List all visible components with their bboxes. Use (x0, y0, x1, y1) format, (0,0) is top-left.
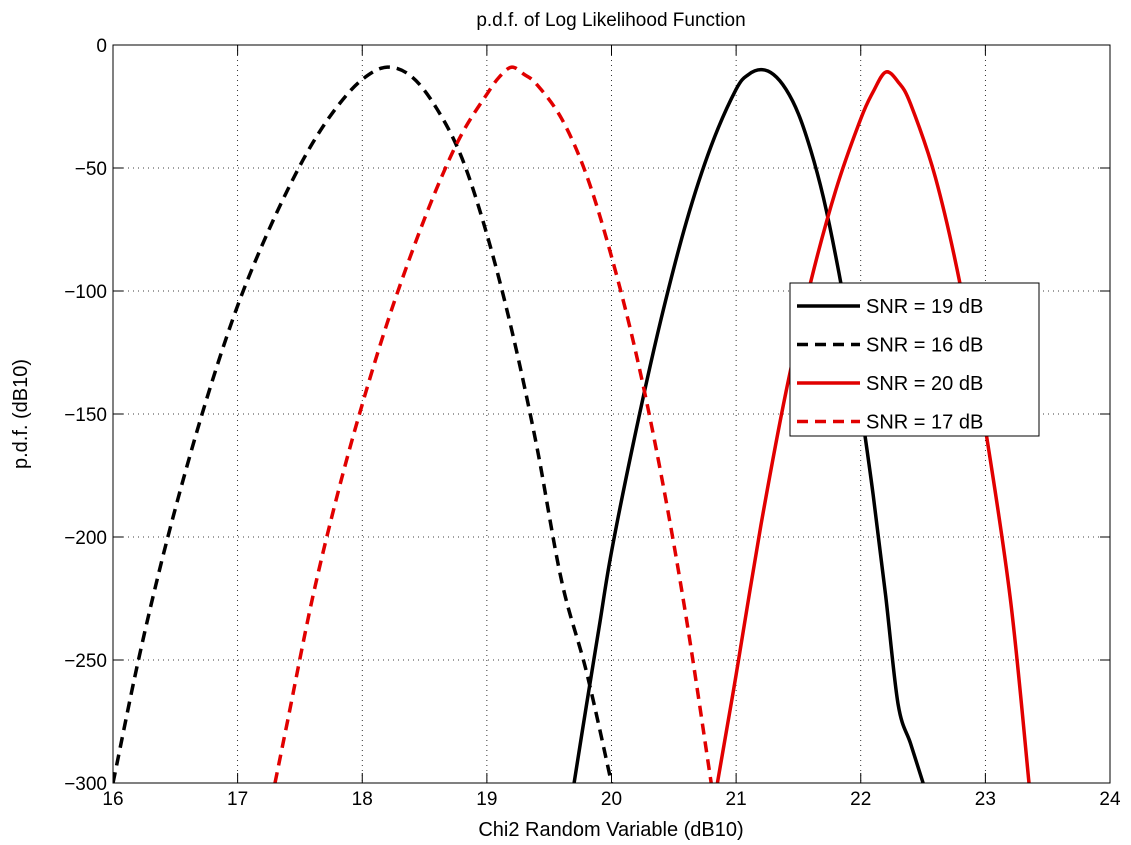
x-tick-label: 20 (601, 789, 622, 810)
chart-title: p.d.f. of Log Likelihood Function (476, 10, 745, 31)
y-tick-label: −100 (64, 282, 107, 303)
legend: SNR = 19 dB SNR = 16 dB SNR = 20 dB SNR = 1… (789, 282, 1040, 437)
y-tick-label: 0 (96, 36, 107, 57)
legend-box (789, 282, 1040, 437)
x-tick-label: 24 (1099, 789, 1121, 810)
y-axis-label: p.d.f. (dB10) (10, 359, 32, 469)
tick-labels-layer: 16 17 18 19 20 21 22 23 24 0 −50 −100 −150 −200 −250 −3… (64, 36, 1121, 810)
ticks-layer (112, 44, 1111, 784)
x-axis-label: Chi2 Random Variable (dB10) (478, 819, 743, 840)
y-tick-label: −300 (64, 774, 107, 795)
y-tick-label: −50 (75, 159, 107, 180)
legend-label-4: SNR = 17 dB (866, 412, 983, 434)
legend-label-3: SNR = 20 dB (866, 373, 983, 395)
series-line-2 (113, 65, 614, 783)
series-line-1 (572, 67, 925, 783)
x-tick-label: 17 (227, 789, 248, 810)
series-line-4 (273, 65, 713, 783)
x-tick-label: 16 (102, 789, 123, 810)
x-tick-label: 18 (352, 789, 373, 810)
x-tick-label: 22 (850, 789, 871, 810)
x-tick-label: 23 (975, 789, 996, 810)
y-tick-label: −150 (64, 405, 107, 426)
legend-label-1: SNR = 19 dB (866, 296, 983, 318)
y-tick-label: −200 (64, 528, 107, 549)
y-tick-label: −250 (64, 651, 107, 672)
x-tick-label: 21 (726, 789, 747, 810)
x-tick-label: 19 (476, 789, 497, 810)
legend-label-2: SNR = 16 dB (866, 335, 983, 357)
